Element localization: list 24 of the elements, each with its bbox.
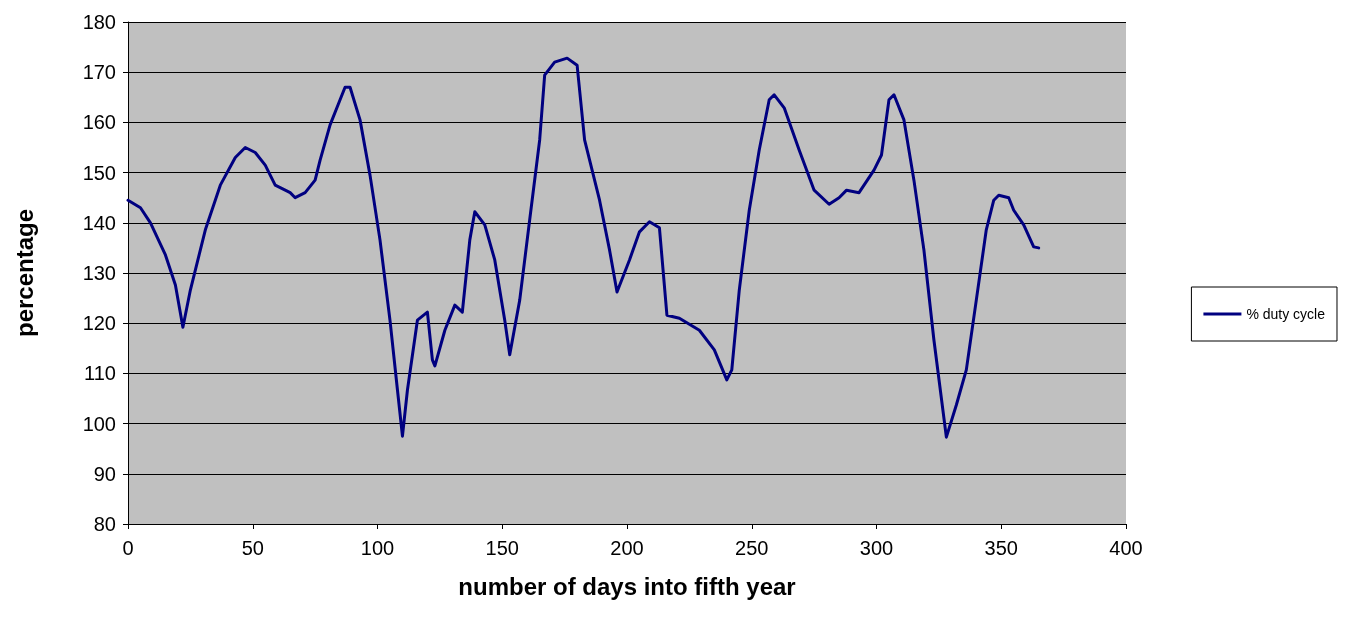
x-tick-label: 300 [859, 537, 894, 559]
y-tick-label: 160 [82, 111, 116, 134]
x-tick-label: 0 [122, 537, 134, 559]
y-tick-label: 150 [82, 161, 116, 184]
x-tick-label: 250 [735, 537, 769, 559]
y-tick-label: 80 [93, 513, 116, 535]
x-tick-label: 100 [360, 537, 395, 559]
y-tick-label: 180 [82, 11, 116, 33]
y-tick-label: 100 [82, 412, 116, 435]
y-axis-title: percentage [10, 208, 38, 338]
y-tick-label: 170 [82, 61, 116, 84]
x-tick-label: 200 [610, 537, 644, 559]
y-tick-label: 140 [82, 211, 116, 234]
y-tick-label: 130 [82, 262, 116, 284]
y-tick-label: 110 [84, 362, 116, 385]
x-tick-label: 50 [241, 537, 264, 559]
x-tick-label: 350 [984, 537, 1018, 559]
legend-label: % duty cycle [1246, 306, 1326, 322]
line-series [126, 56, 1041, 439]
y-tick-label: 120 [82, 312, 116, 335]
y-tick-label: 90 [93, 462, 116, 485]
x-tick-label: 400 [1109, 537, 1143, 559]
x-axis-title: number of days into fifth year [458, 572, 796, 600]
x-tick-label: 150 [485, 537, 519, 559]
